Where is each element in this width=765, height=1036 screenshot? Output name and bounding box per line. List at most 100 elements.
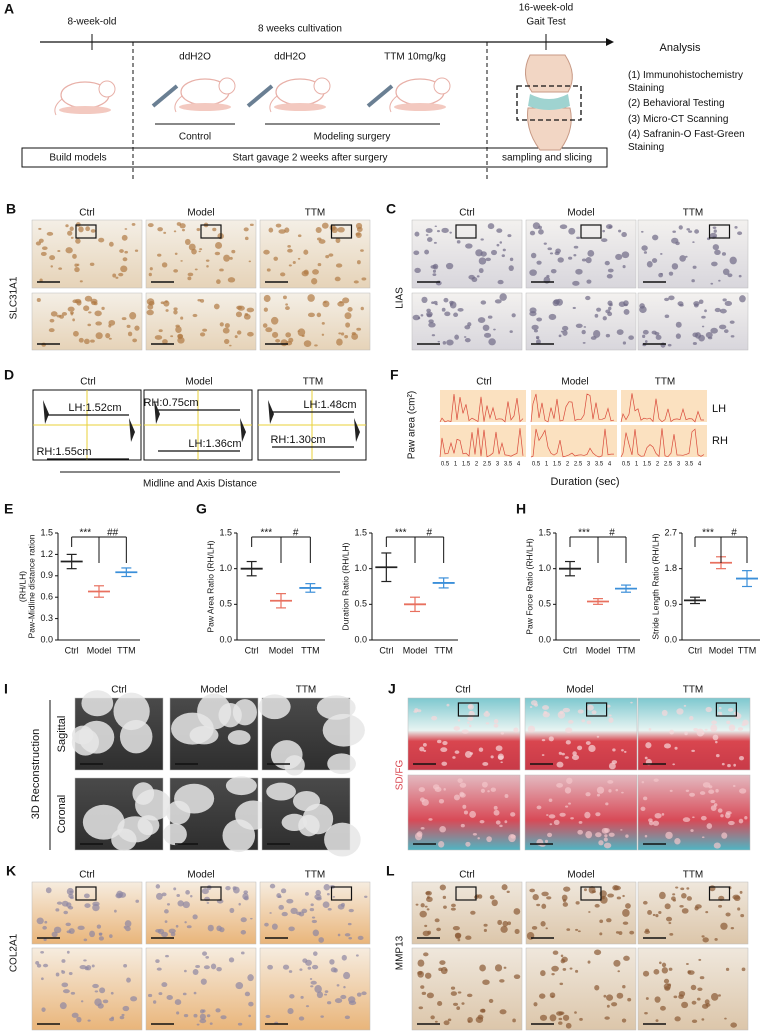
cell [78,226,84,233]
cell [157,253,162,257]
cell [146,309,154,316]
view-label: Sagittal [56,716,68,753]
cell [437,1000,443,1007]
cell [460,823,465,828]
cell [562,899,567,903]
rat-tail [174,95,183,113]
cell [479,964,486,972]
significance: *** [79,528,91,539]
cell [423,749,427,752]
cell [549,252,554,255]
cell [242,893,249,900]
cell [459,782,467,788]
cell [321,321,325,325]
cell [586,720,592,725]
cell [564,787,572,794]
x-tick-label: TTM [117,645,136,655]
cell [644,834,648,838]
cell [194,268,198,271]
cell [161,892,167,897]
y-tick-label: 0.5 [354,599,367,609]
cell [206,1014,211,1018]
cell [155,959,160,963]
cell [66,950,70,954]
trace [439,394,524,423]
cell [421,991,427,996]
cell [119,1015,125,1020]
cell [685,963,689,966]
group-title: TTM [296,685,317,696]
cell [471,276,478,283]
cell [199,332,206,337]
cell [721,252,727,256]
cell [660,253,663,255]
cell [583,326,587,328]
cell [271,923,278,930]
cell [529,307,537,314]
cell [165,954,169,958]
x-tick-label: Ctrl [379,645,393,655]
cell [683,704,687,707]
cell [343,971,351,980]
cell [692,341,697,345]
cell [442,895,447,900]
cell [324,993,328,996]
cell [607,893,614,898]
micrograph [411,947,523,1031]
cell [647,910,653,915]
cell [36,297,41,302]
cell [98,933,103,936]
cell [472,832,477,836]
cell [174,252,178,255]
cell [584,811,591,819]
cell [361,991,367,996]
cell [337,226,345,233]
group-title: Ctrl [79,208,95,219]
y-tick-label: 0.0 [219,634,232,644]
cell [342,297,350,304]
cell [536,317,543,322]
cell [82,804,125,840]
cell [125,926,131,932]
cell [558,1017,563,1021]
treatment: ddH2O [179,52,211,63]
roi-box [75,886,97,901]
cell [529,269,537,276]
cell [364,895,368,898]
cell [595,832,602,838]
cell [434,918,440,923]
cell [62,989,70,994]
y-axis-title: Paw-Midline distance ration [26,534,36,638]
cell [89,930,96,938]
rat-shadow [394,103,446,111]
cell [130,996,138,1002]
x-tick-label: 2.5 [483,462,492,468]
cell [603,994,607,998]
roi-box [708,224,731,239]
cell [449,301,457,309]
cell [606,994,614,1001]
cell [596,735,600,738]
cell [74,266,80,273]
cell [164,920,168,923]
cell [73,330,79,337]
cell [572,280,580,286]
cell [729,256,737,265]
cell [426,308,431,313]
cell [56,314,62,318]
cell [108,337,112,340]
treatment: ddH2O [274,52,306,63]
cell [414,267,421,273]
cell [727,764,731,768]
cell [529,705,533,709]
stain-label: MMP13 [395,935,406,970]
cell [198,250,201,253]
cell [603,842,612,849]
cell [620,829,623,831]
roi-box [200,224,222,239]
cell [420,314,424,317]
cell [179,223,186,229]
cell [126,324,131,328]
cell [180,260,183,262]
cell [156,892,163,900]
